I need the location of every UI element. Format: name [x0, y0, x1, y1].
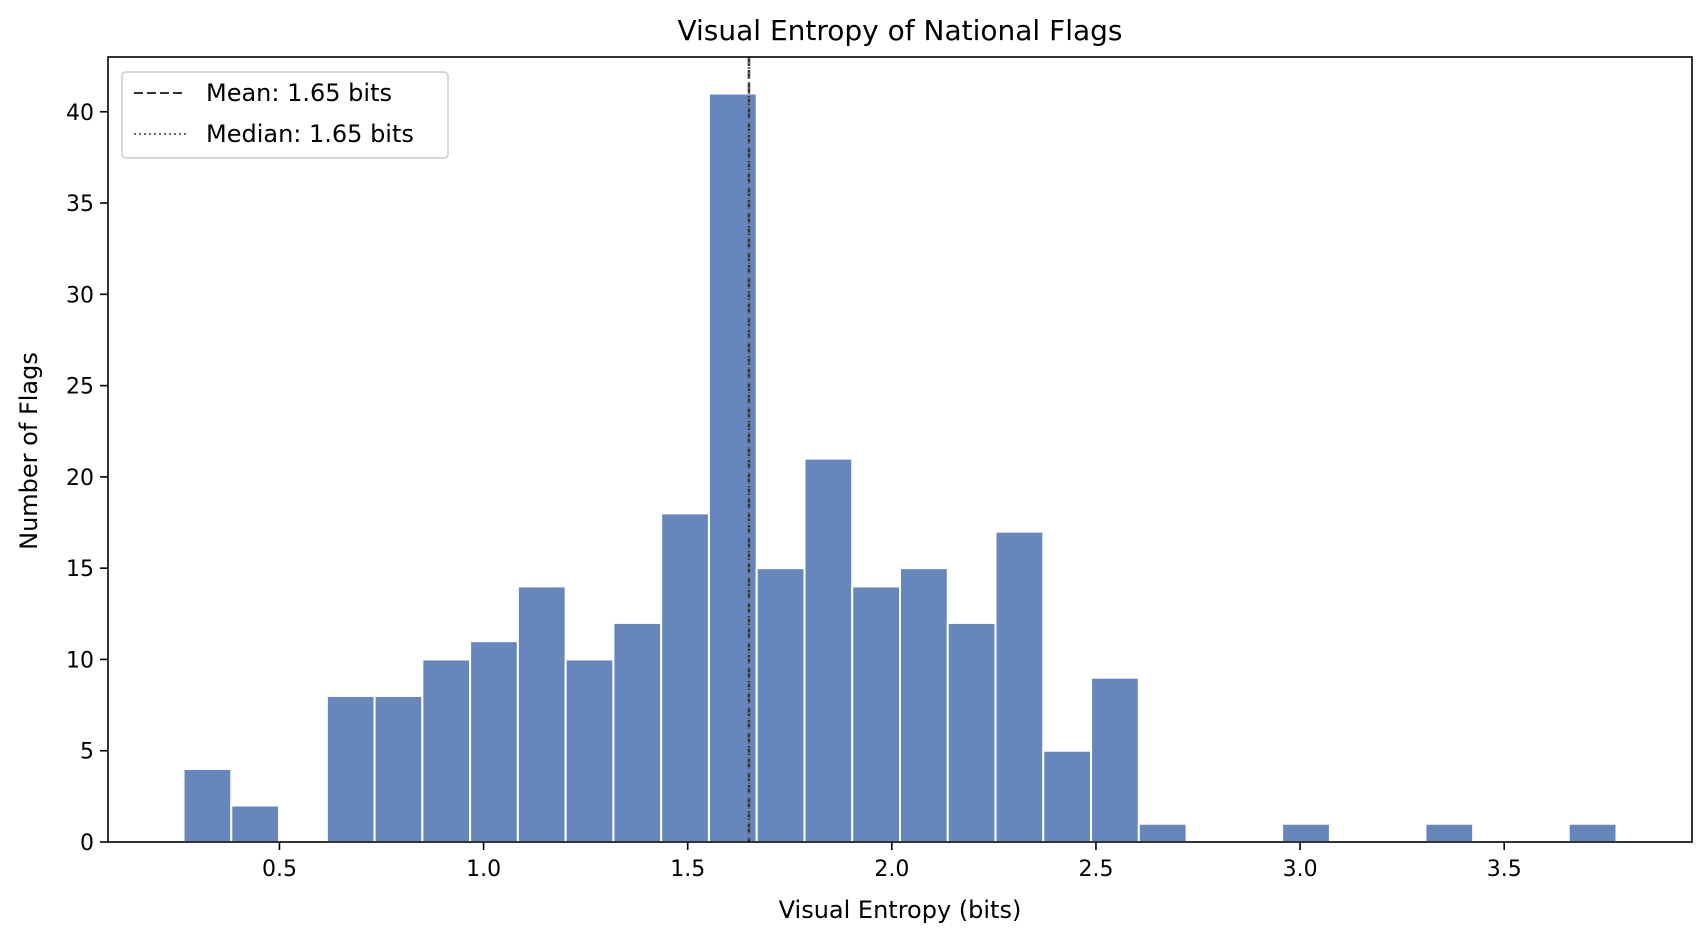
- y-axis-label: Number of Flags: [15, 352, 43, 550]
- histogram-bar: [421, 658, 472, 843]
- histogram-bar: [946, 621, 997, 843]
- y-tick-label: 5: [80, 740, 94, 765]
- x-tick-label: 2.5: [1078, 857, 1113, 882]
- chart-title: Visual Entropy of National Flags: [677, 14, 1122, 47]
- y-tick-label: 0: [80, 831, 94, 856]
- x-tick-label: 3.5: [1487, 857, 1522, 882]
- y-tick-label: 25: [66, 375, 94, 400]
- legend-median-label: Median: 1.65 bits: [206, 120, 414, 148]
- legend-box: [121, 71, 449, 159]
- histogram-bar: [373, 694, 424, 843]
- histogram-bar: [612, 621, 663, 843]
- y-tick-label: 40: [66, 101, 94, 126]
- legend-mean-label: Mean: 1.65 bits: [206, 79, 392, 107]
- histogram-bar: [1137, 822, 1188, 844]
- x-tick-label: 1.5: [670, 857, 705, 882]
- histogram-bar: [994, 530, 1045, 844]
- histogram-bar: [851, 585, 901, 843]
- histogram-bar: [230, 804, 281, 843]
- axes-frame: [107, 56, 1693, 843]
- histogram-bar: [660, 512, 710, 843]
- y-axis-ticks: 0 5 10 15 20 25 30 35 40: [66, 101, 108, 856]
- y-tick-label: 10: [66, 648, 94, 673]
- plot-area-border: [107, 56, 1693, 843]
- x-tick-label: 0.5: [262, 857, 297, 882]
- histogram-bar: [564, 658, 615, 843]
- y-tick-label: 35: [66, 192, 94, 217]
- histogram-bar: [182, 767, 233, 843]
- histogram-bar: [325, 694, 376, 843]
- histogram-bar: [469, 640, 519, 843]
- histogram-bar: [1281, 822, 1331, 844]
- histogram-bar: [803, 457, 854, 843]
- legend: Mean: 1.65 bits Median: 1.65 bits: [121, 71, 449, 159]
- x-tick-label: 2.0: [874, 857, 909, 882]
- x-tick-label: 3.0: [1283, 857, 1318, 882]
- histogram-bar: [1567, 822, 1618, 844]
- histogram-bar: [1090, 676, 1140, 844]
- x-tick-label: 1.0: [466, 857, 501, 882]
- bars-group: [182, 92, 1618, 844]
- histogram-bar: [516, 585, 567, 843]
- histogram-bar: [1424, 822, 1475, 844]
- y-tick-label: 20: [66, 466, 94, 491]
- histogram-bar: [899, 567, 949, 843]
- y-tick-label: 15: [66, 557, 94, 582]
- y-tick-label: 30: [66, 283, 94, 308]
- histogram-bar: [1042, 749, 1093, 844]
- histogram-bar: [755, 567, 806, 843]
- x-axis-ticks: 0.5 1.0 1.5 2.0 2.5 3.0 3.5: [262, 842, 1522, 882]
- x-axis-label: Visual Entropy (bits): [779, 896, 1022, 924]
